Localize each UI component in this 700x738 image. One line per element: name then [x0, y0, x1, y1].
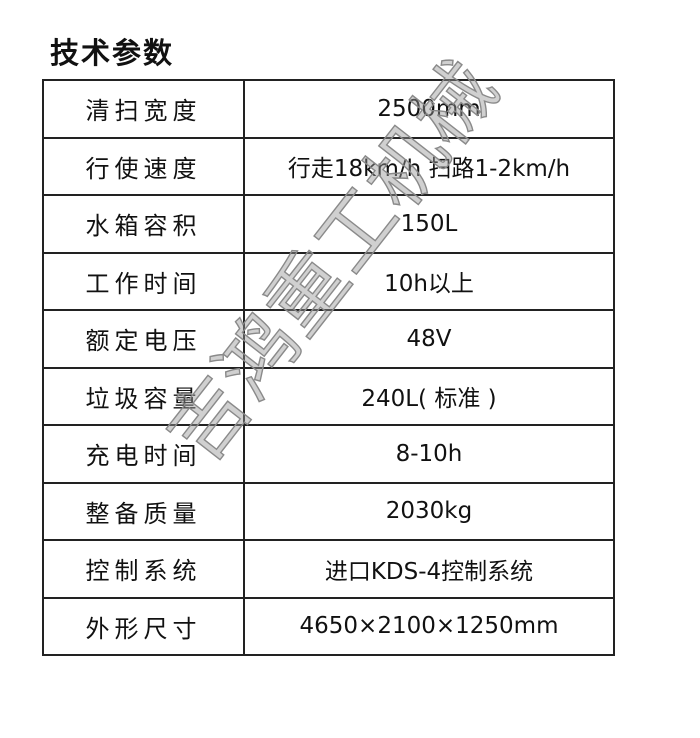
table-row: 整备质量 2030kg — [42, 481, 615, 541]
spec-value: 48V — [243, 309, 615, 369]
spec-label: 整备质量 — [42, 481, 245, 541]
spec-label: 行使速度 — [42, 136, 245, 196]
spec-value: 8-10h — [243, 424, 615, 484]
table-row: 控制系统 进口KDS-4控制系统 — [42, 539, 615, 599]
table-row: 充电时间 8-10h — [42, 424, 615, 484]
spec-value: 4650×2100×1250mm — [243, 596, 615, 656]
spec-value: 2030kg — [243, 481, 615, 541]
table-row: 额定电压 48V — [42, 309, 615, 369]
table-row: 外形尺寸 4650×2100×1250mm — [42, 596, 615, 656]
spec-label: 充电时间 — [42, 424, 245, 484]
page-title: 技术参数 — [50, 36, 175, 70]
spec-value: 2500mm — [243, 79, 615, 139]
table-row: 清扫宽度 2500mm — [42, 79, 615, 139]
table-row: 水箱容积 150L — [42, 194, 615, 254]
table-row: 垃圾容量 240L( 标准 ) — [42, 366, 615, 426]
spec-label: 工作时间 — [42, 251, 245, 311]
spec-label: 额定电压 — [42, 309, 245, 369]
spec-value: 10h以上 — [243, 251, 615, 311]
spec-label: 清扫宽度 — [42, 79, 245, 139]
spec-value: 行走18km/h 扫路1-2km/h — [243, 136, 615, 196]
spec-label: 水箱容积 — [42, 194, 245, 254]
table-row: 行使速度 行走18km/h 扫路1-2km/h — [42, 136, 615, 196]
spec-value: 240L( 标准 ) — [243, 366, 615, 426]
spec-label: 控制系统 — [42, 539, 245, 599]
table-row: 工作时间 10h以上 — [42, 251, 615, 311]
spec-label: 垃圾容量 — [42, 366, 245, 426]
spec-value: 150L — [243, 194, 615, 254]
spec-value: 进口KDS-4控制系统 — [243, 539, 615, 599]
spec-label: 外形尺寸 — [42, 596, 245, 656]
spec-table: 清扫宽度 2500mm 行使速度 行走18km/h 扫路1-2km/h 水箱容积 150L… — [42, 79, 615, 656]
